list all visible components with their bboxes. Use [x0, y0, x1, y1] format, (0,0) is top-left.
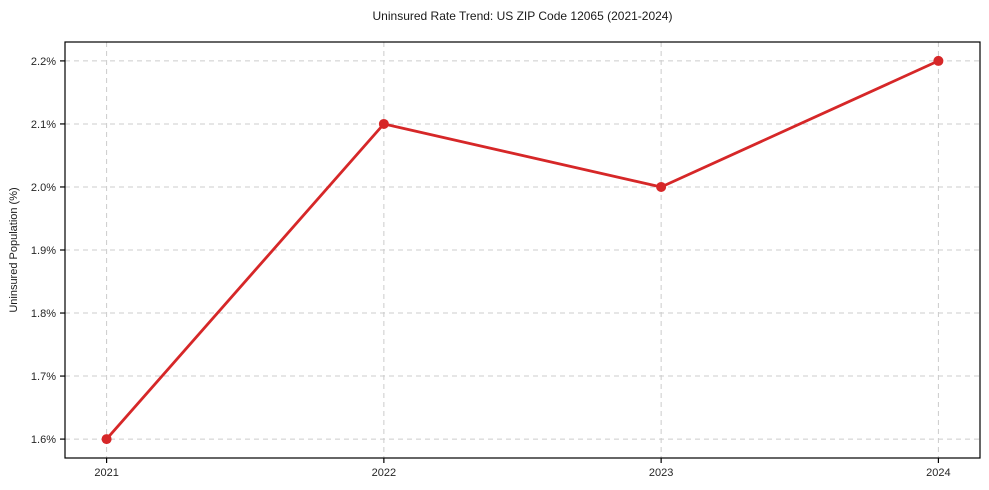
data-point-marker — [656, 181, 667, 192]
x-tick-label: 2022 — [372, 467, 396, 479]
data-point-marker — [933, 55, 944, 66]
y-tick-label: 1.8% — [31, 308, 56, 320]
data-point-marker — [101, 434, 112, 445]
x-tick-label: 2023 — [649, 467, 673, 479]
x-tick-label: 2024 — [926, 467, 950, 479]
y-tick-label: 1.6% — [31, 434, 56, 446]
trend-line — [105, 59, 940, 441]
y-tick-label: 1.7% — [31, 371, 56, 383]
y-tick-label: 2.2% — [31, 56, 56, 68]
chart-title: Uninsured Rate Trend: US ZIP Code 12065 … — [372, 9, 673, 23]
y-tick-label: 2.1% — [31, 119, 56, 131]
y-tick-label: 2.0% — [31, 182, 56, 194]
y-tick-label: 1.9% — [31, 245, 56, 257]
data-point-marker — [378, 118, 389, 129]
x-tick-label: 2021 — [94, 467, 118, 479]
